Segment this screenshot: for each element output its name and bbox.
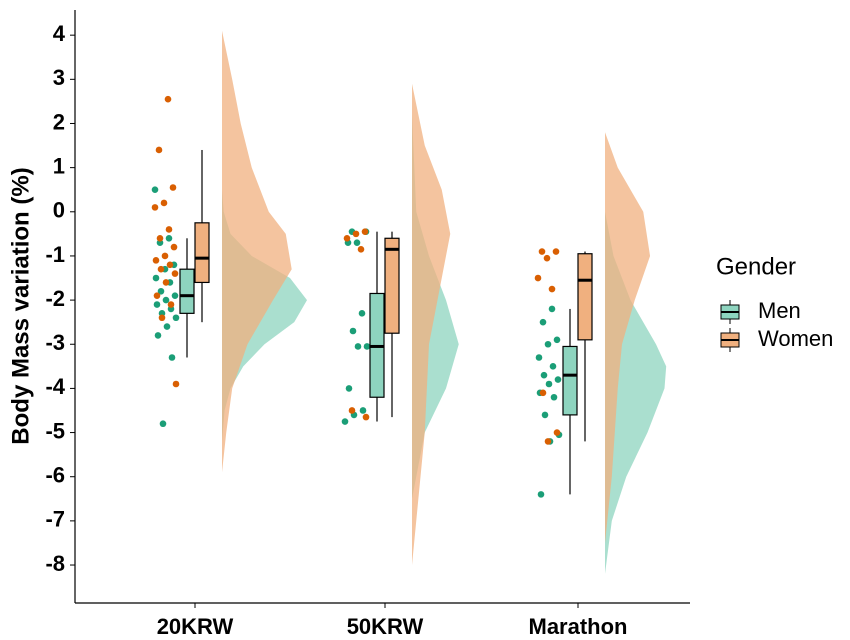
point <box>534 274 542 282</box>
x-tick-label: 20KRW <box>157 614 234 639</box>
x-tick-label: 50KRW <box>347 614 424 639</box>
point <box>158 314 166 322</box>
point <box>548 285 556 293</box>
point <box>535 354 543 361</box>
point <box>354 343 362 350</box>
point <box>539 389 547 397</box>
point <box>168 354 176 361</box>
point <box>151 204 159 211</box>
point <box>348 407 356 414</box>
point <box>537 491 545 498</box>
box <box>194 222 210 284</box>
point <box>153 301 161 308</box>
point <box>548 305 556 313</box>
point <box>553 336 561 344</box>
legend-label: Women <box>758 326 833 351</box>
density <box>222 30 292 473</box>
point <box>552 248 560 255</box>
point <box>172 380 180 388</box>
point <box>159 420 167 428</box>
point <box>353 239 361 246</box>
point <box>153 292 161 299</box>
point <box>156 234 164 242</box>
point <box>160 199 168 207</box>
point <box>163 323 171 330</box>
y-tick-label: -3 <box>45 330 65 355</box>
box <box>562 345 578 416</box>
point <box>359 407 367 414</box>
point <box>544 438 552 445</box>
point <box>543 254 551 262</box>
point <box>164 95 172 103</box>
point <box>341 418 349 425</box>
point <box>152 257 160 264</box>
point <box>169 184 177 191</box>
point <box>358 310 366 317</box>
point <box>539 318 547 326</box>
point <box>157 287 165 295</box>
point <box>157 265 165 273</box>
point <box>541 411 549 419</box>
point <box>171 270 179 277</box>
x-tick-label: Marathon <box>529 614 628 639</box>
y-tick-label: -6 <box>45 463 65 488</box>
point <box>166 261 174 269</box>
y-tick-label: 4 <box>53 21 66 46</box>
y-tick-label: -1 <box>45 242 65 267</box>
point <box>352 230 360 238</box>
box <box>384 237 400 334</box>
y-tick-label: 3 <box>53 65 65 90</box>
point <box>155 146 163 154</box>
y-tick-label: 0 <box>53 198 65 223</box>
y-tick-label: -5 <box>45 418 65 443</box>
point <box>152 274 160 282</box>
point <box>171 292 179 299</box>
y-tick-label: -2 <box>45 286 65 311</box>
y-tick-label: 1 <box>53 153 65 178</box>
legend-label: Men <box>758 298 801 323</box>
box <box>577 253 593 341</box>
point <box>357 246 365 253</box>
point <box>161 252 169 260</box>
point <box>540 371 548 379</box>
point <box>538 248 546 255</box>
y-tick-label: -7 <box>45 507 65 532</box>
point <box>549 363 557 370</box>
density <box>605 132 651 543</box>
point <box>165 226 173 233</box>
density <box>412 83 451 566</box>
point <box>162 296 170 304</box>
point <box>553 429 561 436</box>
point <box>363 343 371 350</box>
point <box>554 376 562 383</box>
box <box>179 268 195 314</box>
y-tick-label: 2 <box>53 109 65 134</box>
point <box>345 385 353 392</box>
point <box>361 228 369 235</box>
point <box>165 234 173 242</box>
point <box>544 340 552 348</box>
point <box>170 243 178 251</box>
y-axis-label: Body Mass variation (%) <box>7 167 34 444</box>
legend-title: Gender <box>716 253 796 280</box>
point <box>154 332 162 339</box>
point <box>545 380 553 388</box>
point <box>362 413 370 421</box>
y-tick-label: -8 <box>45 551 65 576</box>
point <box>151 186 159 194</box>
point <box>167 301 175 308</box>
y-tick-label: -4 <box>45 374 65 399</box>
point <box>550 393 558 401</box>
point <box>172 314 180 322</box>
point <box>343 234 351 242</box>
point <box>349 327 357 335</box>
point <box>162 279 170 286</box>
